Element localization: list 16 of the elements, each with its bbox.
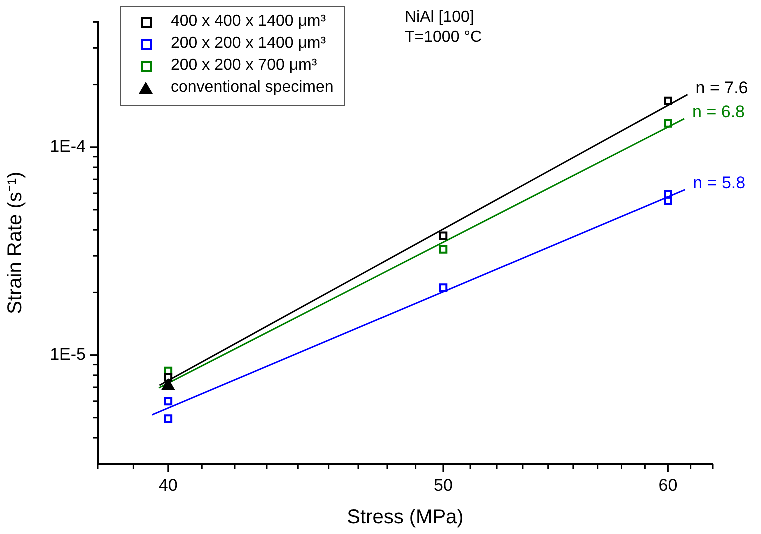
y-tick-label: 1E-4 [50, 137, 86, 156]
annotation: T=1000 °C [405, 28, 482, 48]
series-label: n = 6.8 [692, 102, 746, 122]
annotation: NiAl [100] [405, 8, 476, 28]
legend-label: 200 x 200 x 1400 μm³ [171, 34, 326, 54]
series-label: n = 5.8 [693, 174, 746, 193]
x-tick-label: 40 [158, 476, 178, 495]
x-tick-label: 60 [658, 476, 678, 495]
x-axis-title: Stress (MPa) [347, 506, 464, 529]
legend-label: 200 x 200 x 700 μm³ [171, 56, 318, 76]
y-axis-title: Strain Rate (s⁻¹) [4, 172, 27, 314]
legend-label: 400 x 400 x 1400 μm³ [171, 12, 326, 32]
series-label: n = 7.6 [696, 78, 748, 98]
legend-label: conventional specimen [171, 78, 334, 98]
y-tick-label: 1E-5 [50, 344, 86, 364]
x-tick-label: 50 [434, 476, 453, 495]
